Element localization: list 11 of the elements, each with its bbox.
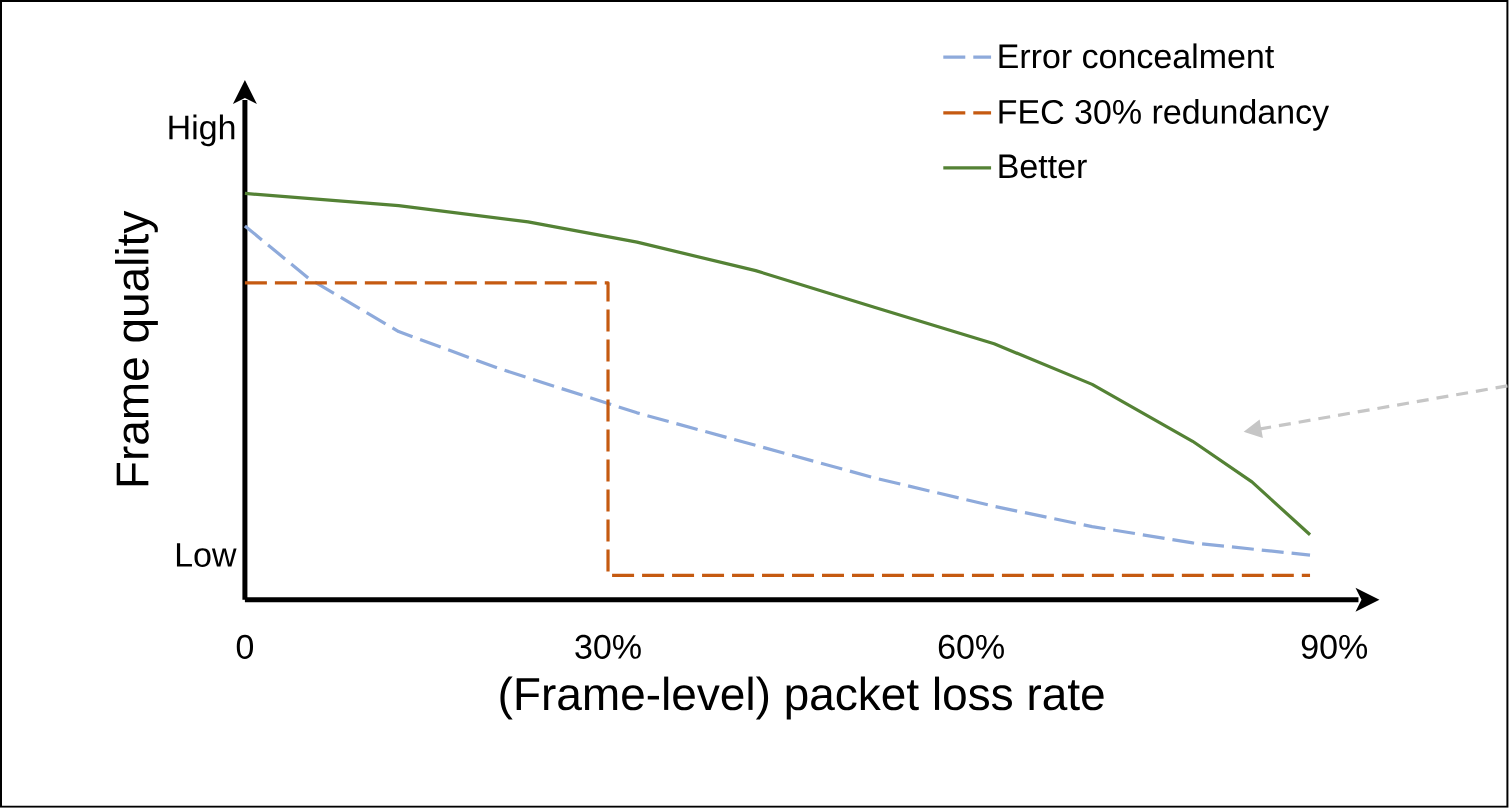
- x-tick-label: 60%: [938, 634, 1004, 660]
- x-tick-label: 90%: [1301, 634, 1368, 660]
- text: Low: [176, 543, 237, 568]
- x-axis-title: (Frame-level) packet loss rate: [500, 676, 1104, 720]
- x-tick-label: 30%: [575, 634, 641, 660]
- legend-label: Better: [999, 154, 1087, 179]
- x-tick-label: 0: [236, 634, 254, 660]
- text: High: [169, 114, 235, 147]
- y-axis-title: Frame quality: [115, 210, 158, 486]
- legend-label: Error concealment: [999, 43, 1275, 69]
- legend-label: FEC 30% redundancy: [999, 99, 1330, 131]
